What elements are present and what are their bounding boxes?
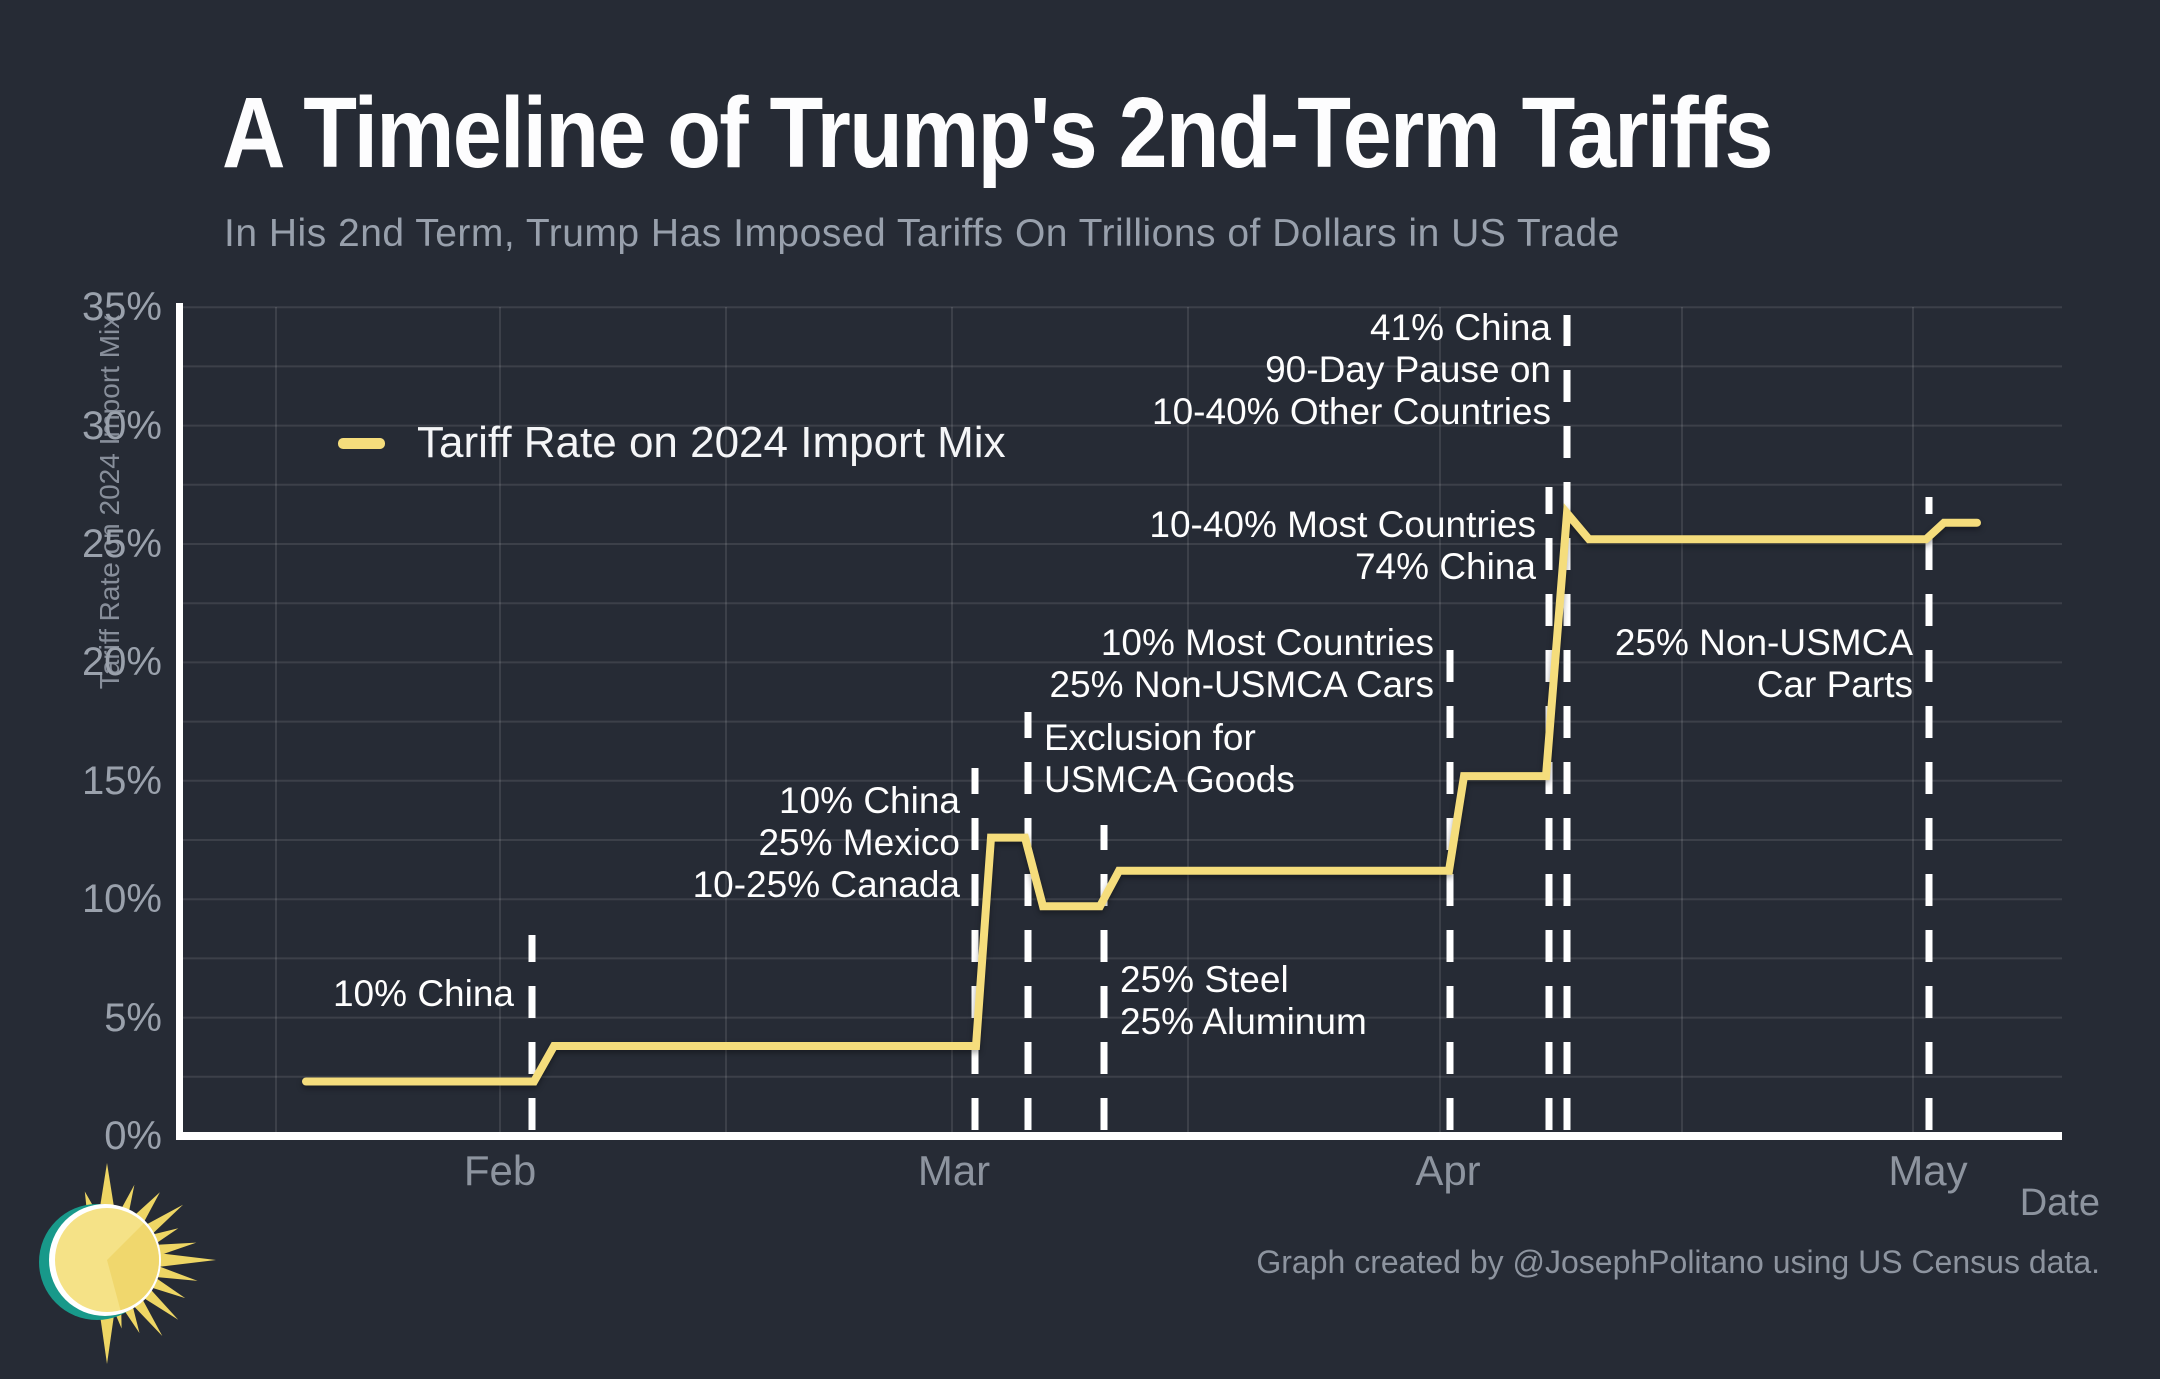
annotation-line: 10-25% Canada [692, 864, 960, 905]
annotation-line: 74% China [1354, 546, 1536, 587]
y-tick-label: 10% [81, 877, 162, 922]
tariff-rate-line [302, 503, 1981, 1086]
annotation-line: Car Parts [1756, 664, 1913, 705]
annotation-line: 41% China [1369, 307, 1551, 348]
event-dash-lines [528, 315, 1933, 1130]
event-annotation: Exclusion for USMCA Goods [1044, 717, 1295, 801]
annotation-line: 25% Non-USMCA [1614, 622, 1913, 663]
annotation-line: 10% China [332, 973, 514, 1014]
x-axis-spine [176, 1132, 2062, 1140]
event-annotation: 10-40% Most Countries 74% China [1149, 504, 1536, 588]
y-tick-label: 30% [81, 403, 162, 448]
y-tick-label: 0% [104, 1114, 162, 1158]
annotation-line: 25% Mexico [758, 822, 960, 863]
y-tick-label: 35% [81, 285, 162, 330]
legend: Tariff Rate on 2024 Import Mix [338, 418, 1006, 467]
chart-subtitle: In His 2nd Term, Trump Has Imposed Tarif… [224, 212, 1620, 255]
y-tick-label: 5% [104, 995, 162, 1040]
x-axis-title: Date [2019, 1182, 2100, 1224]
x-tick-label: May [1888, 1147, 1968, 1194]
legend-line-marker [338, 437, 385, 449]
chart-title: A Timeline of Trump's 2nd-Term Tariffs [222, 77, 1773, 189]
event-annotation: 25% Steel 25% Aluminum [1120, 959, 1367, 1043]
event-annotation: 10% Most Countries 25% Non-USMCA Cars [1049, 622, 1434, 706]
annotation-line: USMCA Goods [1044, 759, 1295, 800]
annotation-line: 10% Most Countries [1100, 622, 1434, 663]
y-tick-label: 25% [81, 522, 162, 566]
annotation-line: 25% Steel [1120, 959, 1289, 1000]
gridlines [183, 306, 2062, 1132]
event-annotation: 10% China [333, 973, 514, 1015]
sun-logo [39, 1163, 216, 1364]
attribution-text: Graph created by @JosephPolitano using U… [1256, 1244, 2100, 1280]
annotation-line: Exclusion for [1044, 717, 1256, 758]
y-axis-spine [176, 303, 183, 1140]
sun-disc-wedge [107, 1223, 159, 1311]
x-tick-label: Mar [917, 1147, 991, 1194]
y-tick-label: 15% [81, 758, 162, 803]
x-tick-label: Feb [463, 1147, 537, 1194]
annotation-line: 10-40% Other Countries [1152, 391, 1551, 432]
y-tick-label: 20% [81, 640, 162, 685]
x-tick-label: Apr [1415, 1147, 1481, 1194]
annotation-line: 10-40% Most Countries [1149, 504, 1536, 545]
annotation-line: 90-Day Pause on [1265, 349, 1551, 390]
annotation-line: 25% Non-USMCA Cars [1049, 664, 1434, 705]
event-annotation: 10% China 25% Mexico 10-25% Canada [693, 780, 960, 906]
event-annotation: 41% China 90-Day Pause on 10-40% Other Cou… [1152, 307, 1551, 433]
event-annotation: 25% Non-USMCA Car Parts [1615, 622, 1913, 706]
annotation-line: 25% Aluminum [1120, 1001, 1367, 1042]
legend-label: Tariff Rate on 2024 Import Mix [417, 418, 1006, 467]
annotation-line: 10% China [778, 780, 960, 821]
